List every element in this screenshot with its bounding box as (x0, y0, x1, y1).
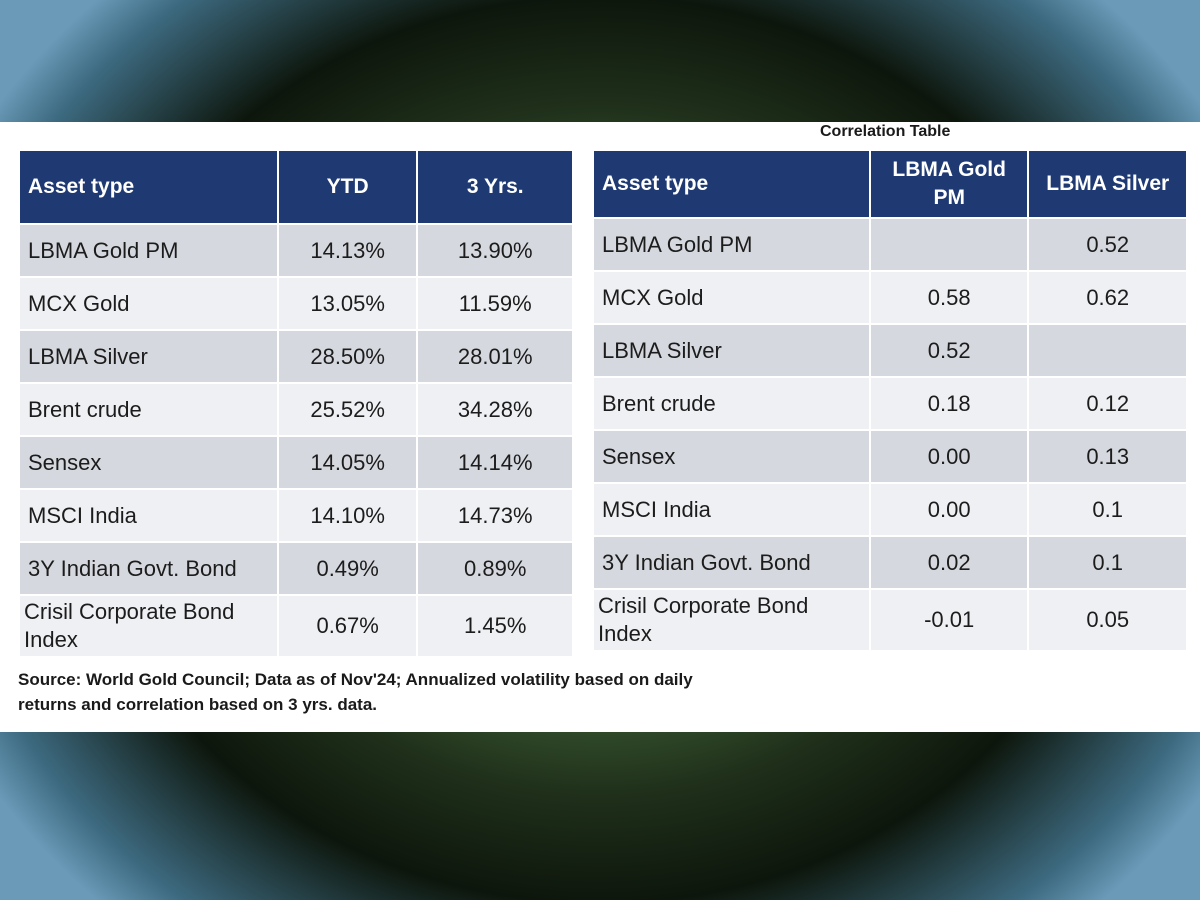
three-year-value: 28.01% (418, 331, 572, 382)
asset-name: 3Y Indian Govt. Bond (594, 537, 869, 588)
asset-name: LBMA Silver (20, 331, 277, 382)
table-row: MCX Gold 0.58 0.62 (594, 272, 1186, 323)
table-row: LBMA Silver 0.52 (594, 325, 1186, 376)
table-row: LBMA Gold PM 0.52 (594, 219, 1186, 270)
three-year-value: 14.14% (418, 437, 572, 488)
asset-name: Sensex (594, 431, 869, 482)
table-row: Brent crude 25.52% 34.28% (20, 384, 572, 435)
ytd-value: 14.05% (278, 437, 417, 488)
asset-name: Crisil Corporate Bond Index (20, 596, 277, 656)
ytd-value: 14.13% (278, 225, 417, 276)
table-row: MSCI India 14.10% 14.73% (20, 490, 572, 541)
source-note: Source: World Gold Council; Data as of N… (18, 670, 693, 714)
silver-correlation: 0.13 (1029, 431, 1186, 482)
table-row: 3Y Indian Govt. Bond 0.49% 0.89% (20, 543, 572, 594)
table-row: MSCI India 0.00 0.1 (594, 484, 1186, 535)
silver-correlation (1029, 325, 1186, 376)
asset-name: LBMA Gold PM (594, 219, 869, 270)
table-row: Brent crude 0.18 0.12 (594, 378, 1186, 429)
ytd-value: 25.52% (278, 384, 417, 435)
content-panel: Correlation Table Asset type YTD 3 Yrs. … (0, 122, 1200, 732)
asset-name: MCX Gold (594, 272, 869, 323)
table-row: LBMA Silver 28.50% 28.01% (20, 331, 572, 382)
asset-name: MCX Gold (20, 278, 277, 329)
asset-name: Sensex (20, 437, 277, 488)
correlation-header-silver: LBMA Silver (1029, 151, 1186, 217)
returns-header-ytd: YTD (278, 151, 417, 223)
silver-correlation: 0.12 (1029, 378, 1186, 429)
table-row: Crisil Corporate Bond Index -0.01 0.05 (594, 590, 1186, 650)
table-row: LBMA Gold PM 14.13% 13.90% (20, 225, 572, 276)
gold-correlation: 0.00 (870, 484, 1028, 535)
table-row: Crisil Corporate Bond Index 0.67% 1.45% (20, 596, 572, 656)
silver-correlation: 0.1 (1029, 484, 1186, 535)
table-row: 3Y Indian Govt. Bond 0.02 0.1 (594, 537, 1186, 588)
asset-name: MSCI India (20, 490, 277, 541)
silver-correlation: 0.52 (1029, 219, 1186, 270)
asset-name: LBMA Gold PM (20, 225, 277, 276)
three-year-value: 0.89% (418, 543, 572, 594)
correlation-header-row: Asset type LBMA Gold PM LBMA Silver (594, 151, 1186, 217)
table-row: Sensex 0.00 0.13 (594, 431, 1186, 482)
gold-correlation: 0.58 (870, 272, 1028, 323)
asset-name: MSCI India (594, 484, 869, 535)
silver-correlation: 0.1 (1029, 537, 1186, 588)
returns-header-asset-type: Asset type (20, 151, 277, 223)
silver-correlation: 0.05 (1029, 590, 1186, 650)
correlation-header-asset-type: Asset type (594, 151, 869, 217)
three-year-value: 13.90% (418, 225, 572, 276)
three-year-value: 1.45% (418, 596, 572, 656)
returns-table: Asset type YTD 3 Yrs. LBMA Gold PM 14.13… (18, 149, 574, 658)
returns-header-row: Asset type YTD 3 Yrs. (20, 151, 572, 223)
gold-correlation: 0.00 (870, 431, 1028, 482)
three-year-value: 34.28% (418, 384, 572, 435)
ytd-value: 0.49% (278, 543, 417, 594)
gold-correlation: 0.18 (870, 378, 1028, 429)
correlation-table-title: Correlation Table (820, 123, 951, 140)
asset-name: Brent crude (20, 384, 277, 435)
gold-correlation: -0.01 (870, 590, 1028, 650)
correlation-header-gold: LBMA Gold PM (870, 151, 1028, 217)
correlation-table: Asset type LBMA Gold PM LBMA Silver LBMA… (592, 149, 1188, 652)
gold-correlation: 0.52 (870, 325, 1028, 376)
asset-name: Crisil Corporate Bond Index (594, 590, 869, 650)
ytd-value: 28.50% (278, 331, 417, 382)
returns-header-3yrs: 3 Yrs. (418, 151, 572, 223)
ytd-value: 0.67% (278, 596, 417, 656)
three-year-value: 14.73% (418, 490, 572, 541)
table-row: MCX Gold 13.05% 11.59% (20, 278, 572, 329)
ytd-value: 13.05% (278, 278, 417, 329)
three-year-value: 11.59% (418, 278, 572, 329)
ytd-value: 14.10% (278, 490, 417, 541)
asset-name: LBMA Silver (594, 325, 869, 376)
table-row: Sensex 14.05% 14.14% (20, 437, 572, 488)
gold-correlation: 0.02 (870, 537, 1028, 588)
asset-name: 3Y Indian Govt. Bond (20, 543, 277, 594)
silver-correlation: 0.62 (1029, 272, 1186, 323)
asset-name: Brent crude (594, 378, 869, 429)
gold-correlation (870, 219, 1028, 270)
